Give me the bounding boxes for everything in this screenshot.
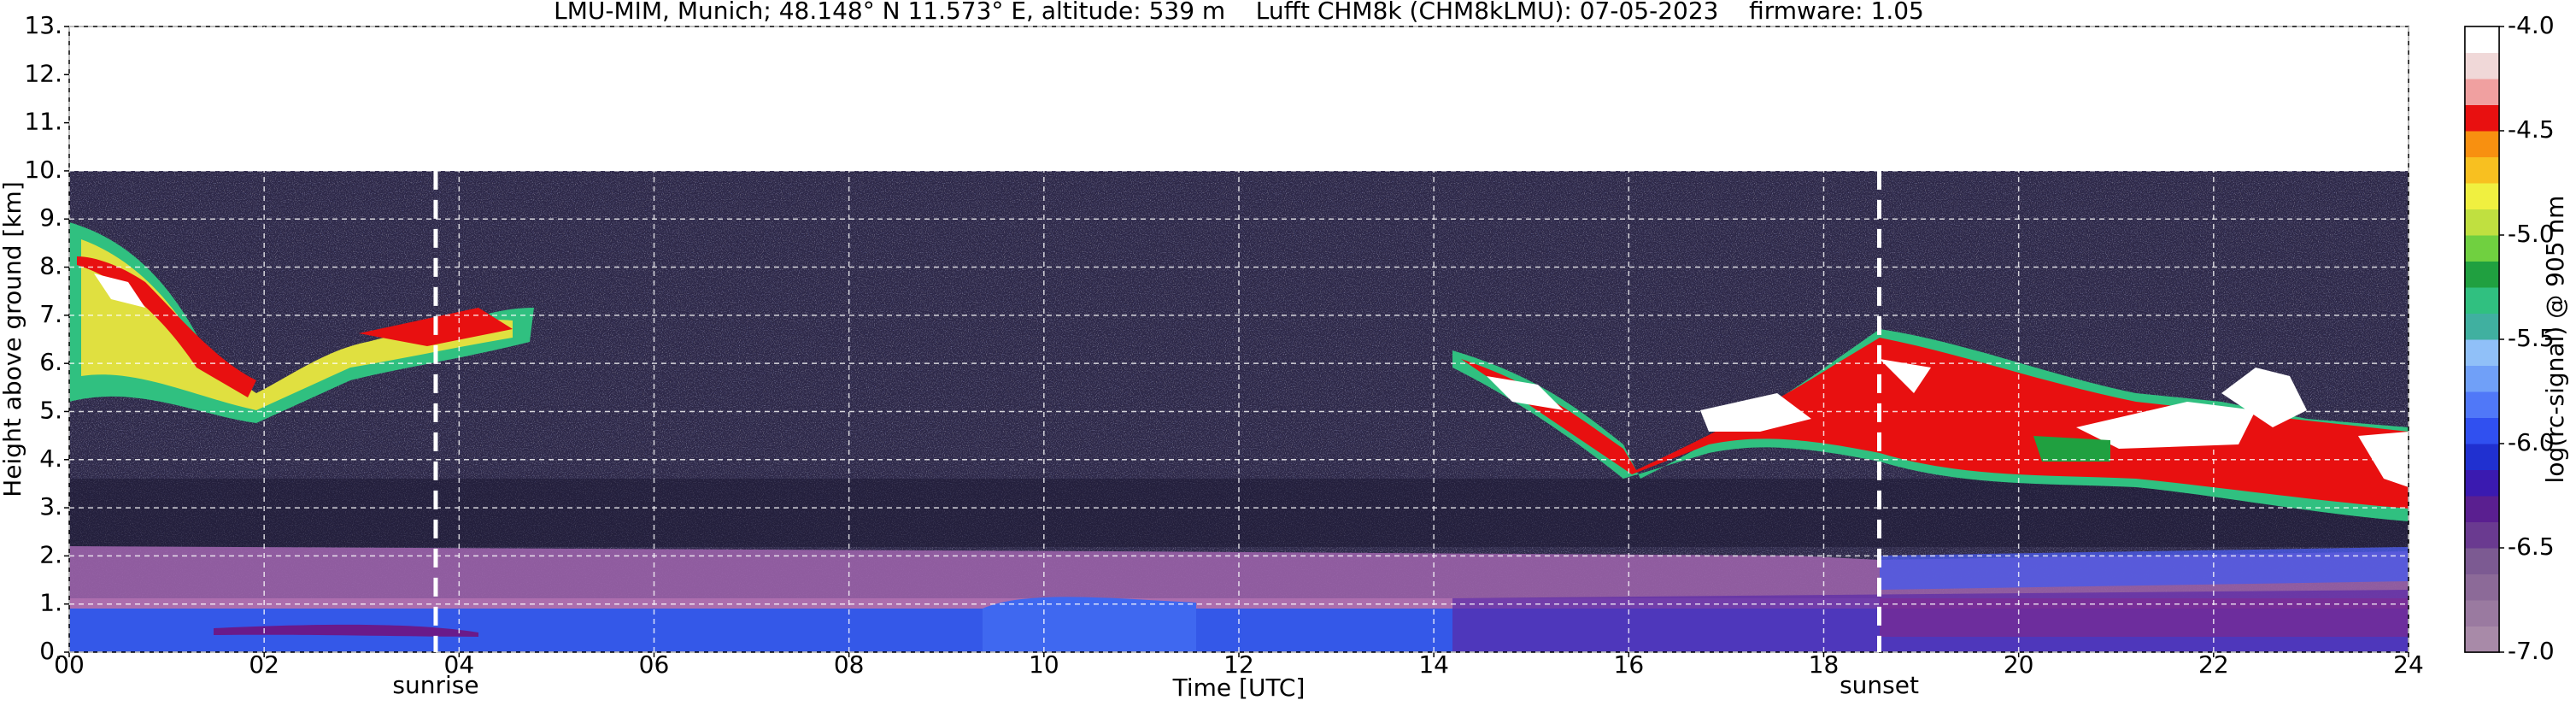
- colorbar-segment: [2465, 104, 2499, 132]
- colorbar-segment: [2465, 339, 2499, 366]
- colorbar-tick-label: -6.0: [2508, 428, 2555, 456]
- y-tick-label: 9.: [39, 203, 62, 232]
- colorbar-segment: [2465, 79, 2499, 105]
- colorbar-segment: [2465, 600, 2499, 627]
- colorbar-segment: [2465, 313, 2499, 340]
- x-tick-label: 10: [1029, 650, 1059, 679]
- colorbar-tick-label: -7.0: [2508, 637, 2555, 665]
- colorbar-segment: [2465, 183, 2499, 209]
- colorbar-segment: [2465, 235, 2499, 262]
- x-tick-label: 12: [1223, 650, 1254, 679]
- x-tick-label: 20: [2004, 650, 2034, 679]
- y-tick-label: 11.: [24, 108, 62, 136]
- x-tick-label: 06: [639, 650, 670, 679]
- y-tick-label: 1.: [39, 589, 62, 617]
- y-tick-label: 7.: [39, 300, 62, 328]
- x-tick-label: 22: [2198, 650, 2229, 679]
- colorbar-segment: [2465, 417, 2499, 444]
- x-tick-label: 00: [54, 650, 85, 679]
- annotation-label: sunrise: [392, 671, 478, 699]
- colorbar-tick-label: -4.0: [2508, 11, 2555, 39]
- y-tick-label: 5.: [39, 396, 62, 424]
- y-tick-label: 2.: [39, 540, 62, 568]
- colorbar-segment: [2465, 131, 2499, 157]
- colorbar-label: log(rc-signal) @ 905 nm: [2541, 196, 2569, 484]
- y-tick-label: 3.: [39, 492, 62, 521]
- x-tick-label: 04: [444, 650, 475, 679]
- colorbar-segment: [2465, 26, 2499, 53]
- x-tick-label: 14: [1418, 650, 1449, 679]
- y-tick-label: 6.: [39, 348, 62, 376]
- x-tick-label: 16: [1614, 650, 1645, 679]
- colorbar-segment: [2465, 52, 2499, 79]
- colorbar-segment: [2465, 469, 2499, 497]
- y-tick-label: 10.: [24, 156, 62, 184]
- colorbar-segment: [2465, 574, 2499, 601]
- colorbar-segment: [2465, 626, 2499, 653]
- chart-title: LMU-MIM, Munich; 48.148° N 11.573° E, al…: [554, 0, 1924, 25]
- x-tick-label: 08: [834, 650, 865, 679]
- colorbar-segment: [2465, 548, 2499, 574]
- colorbar-segment: [2465, 391, 2499, 418]
- y-tick-label: 4.: [39, 444, 62, 473]
- colorbar-tick-label: -5.0: [2508, 220, 2555, 248]
- y-axis-label: Height above ground [km]: [0, 181, 26, 497]
- x-tick-label: 02: [249, 650, 279, 679]
- y-tick-label: 0.: [39, 637, 62, 665]
- colorbar-segment: [2465, 444, 2499, 470]
- annotation-label: sunset: [1840, 671, 1919, 699]
- colorbar-segment: [2465, 496, 2499, 522]
- colorbar-segment: [2465, 261, 2499, 288]
- y-tick-label: 13.: [24, 11, 62, 39]
- x-tick-label: 18: [1809, 650, 1840, 679]
- x-axis-label: Time [UTC]: [1172, 674, 1306, 702]
- y-tick-label: 12.: [24, 59, 62, 87]
- colorbar-segment: [2465, 521, 2499, 549]
- colorbar-segment: [2465, 365, 2499, 392]
- colorbar-tick-label: -4.5: [2508, 115, 2555, 144]
- colorbar-segment: [2465, 287, 2499, 314]
- colorbar-segment: [2465, 156, 2499, 184]
- colorbar-segment: [2465, 209, 2499, 236]
- colorbar-tick-label: -5.5: [2508, 324, 2555, 352]
- colorbar-tick-label: -6.5: [2508, 532, 2555, 561]
- y-tick-label: 8.: [39, 252, 62, 280]
- x-tick-label: 24: [2393, 650, 2424, 679]
